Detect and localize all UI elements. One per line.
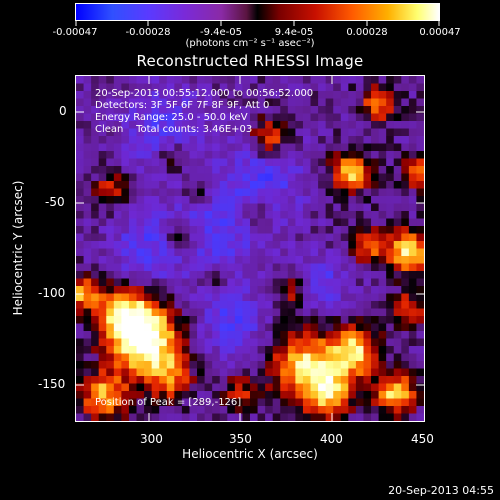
colorbar-unit-label: (photons cm⁻² s⁻¹ asec⁻²): [185, 38, 315, 49]
image-plot-area: 20-Sep-2013 00:55:12.000 to 00:56:52.000…: [75, 75, 425, 422]
chart-title: Reconstructed RHESSI Image: [136, 52, 364, 70]
y-axis-label: Heliocentric Y (arcsec): [11, 180, 25, 316]
overlay-clean-counts: Clean Total counts: 3.46E+03: [95, 124, 253, 135]
colorbar-tick-label: -9.4e-05: [200, 27, 242, 38]
x-tick-label: 300: [140, 432, 163, 446]
y-tick-label: -100: [38, 286, 66, 300]
colorbar-tick-label: -0.00047: [52, 27, 98, 38]
colorbar-tick-label: 0.00028: [346, 27, 388, 38]
x-axis-label: Heliocentric X (arcsec): [182, 447, 318, 461]
y-tick-label: 0: [59, 104, 67, 118]
timestamp: 20-Sep-2013 04:55: [388, 484, 494, 497]
colorbar-tick-label: 0.00047: [419, 27, 461, 38]
y-tick-label: -50: [45, 195, 65, 209]
plot-ticks: [76, 76, 424, 421]
overlay-peak-position: Position of Peak = [289,-126]: [95, 397, 242, 408]
x-tick-label: 450: [411, 432, 434, 446]
overlay-time-range: 20-Sep-2013 00:55:12.000 to 00:56:52.000: [95, 88, 314, 99]
x-tick-label: 350: [229, 432, 252, 446]
overlay-energy-range: Energy Range: 25.0 - 50.0 keV: [95, 112, 248, 123]
colorbar-tick-label: 9.4e-05: [274, 27, 314, 38]
heatmap-image: [76, 76, 424, 421]
y-tick-label: -150: [38, 377, 66, 391]
x-tick-label: 400: [320, 432, 343, 446]
colorbar-ticks: [75, 21, 440, 26]
overlay-detectors: Detectors: 3F 5F 6F 7F 8F 9F, Att 0: [95, 100, 270, 111]
colorbar-tick-label: -0.00028: [125, 27, 171, 38]
colorbar: [75, 3, 440, 21]
